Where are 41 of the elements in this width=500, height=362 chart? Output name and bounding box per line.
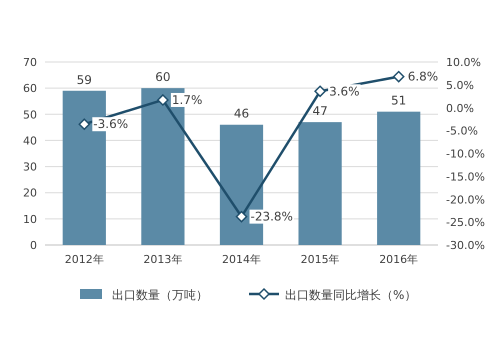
point bbox=[157, 94, 169, 106]
legend-label: 出口数量（万吨） bbox=[112, 288, 208, 302]
data-label: 51 bbox=[391, 94, 406, 108]
y-tick-label: 70 bbox=[23, 56, 37, 69]
bar bbox=[377, 112, 420, 245]
y2-tick-label: -30.0% bbox=[446, 239, 485, 252]
data-label: 60 bbox=[155, 70, 171, 84]
y-tick-label: 50 bbox=[23, 108, 37, 122]
data-label: -3.6% bbox=[93, 117, 128, 132]
x-tick-label: 2016年 bbox=[379, 253, 418, 266]
bar bbox=[298, 122, 342, 245]
x-tick-label: 2013年 bbox=[143, 253, 182, 266]
y-tick-label: 0 bbox=[30, 239, 37, 252]
y2-tick-label: -20.0% bbox=[446, 193, 485, 206]
y2-tick-label: 10.0% bbox=[446, 56, 481, 69]
data-label: 46 bbox=[234, 106, 250, 121]
y-tick-label: 60 bbox=[23, 82, 37, 96]
data-label: 1.7% bbox=[172, 92, 202, 107]
point bbox=[392, 70, 404, 82]
point bbox=[236, 210, 248, 222]
x-tick-label: 2014年 bbox=[222, 253, 261, 266]
x-tick-label: 2015年 bbox=[300, 253, 340, 266]
y-tick-label: 20 bbox=[23, 186, 37, 200]
y-tick-label: 10 bbox=[23, 212, 37, 226]
point bbox=[78, 118, 90, 130]
x-tick-label: 2012年 bbox=[64, 253, 104, 266]
data-label: 47 bbox=[312, 104, 328, 118]
point bbox=[314, 86, 326, 98]
y2-tick-label: 0.0% bbox=[446, 102, 474, 115]
data-label: -23.8% bbox=[250, 210, 293, 224]
data-label: 3.6% bbox=[329, 84, 360, 98]
y2-tick-label: -5.0% bbox=[446, 124, 478, 138]
y2-tick-label: 5.0% bbox=[446, 78, 474, 92]
y-tick-label: 40 bbox=[23, 134, 37, 148]
data-label: 6.8% bbox=[408, 70, 438, 84]
y2-tick-label: -10.0% bbox=[446, 148, 485, 160]
legend-label: 出口数量同比增长（%） bbox=[285, 288, 416, 302]
y2-tick-label: -25.0% bbox=[446, 216, 485, 230]
y2-tick-label: -15.0% bbox=[446, 170, 485, 184]
data-label: 59 bbox=[76, 72, 92, 87]
y-tick-label: 30 bbox=[23, 160, 37, 174]
